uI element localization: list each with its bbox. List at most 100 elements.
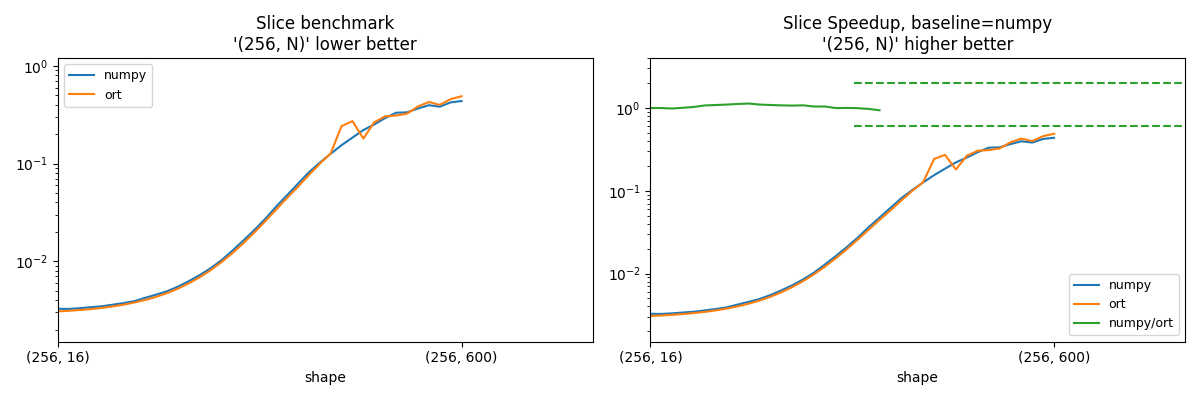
ort [192, 275, 206, 280]
numpy [346, 135, 360, 140]
numpy/ort [731, 102, 745, 106]
Legend: numpy, ort: numpy, ort [64, 64, 152, 107]
ort [149, 294, 163, 299]
numpy [796, 277, 810, 282]
ort [982, 148, 996, 152]
numpy [654, 312, 668, 316]
ort [926, 157, 941, 162]
numpy [982, 145, 996, 150]
numpy [862, 225, 876, 230]
numpy [742, 300, 756, 304]
numpy [697, 308, 712, 313]
Line: ort: ort [650, 134, 1054, 316]
ort [840, 247, 854, 252]
numpy [960, 155, 974, 160]
ort [215, 260, 229, 264]
numpy [335, 143, 349, 148]
numpy [731, 302, 745, 307]
numpy [872, 215, 887, 220]
ort [960, 153, 974, 158]
ort [378, 114, 392, 119]
numpy [752, 296, 767, 301]
ort [829, 256, 844, 261]
numpy [410, 106, 425, 111]
numpy [992, 145, 1007, 150]
numpy [643, 311, 658, 316]
ort [774, 290, 788, 295]
ort [116, 302, 131, 307]
ort [654, 313, 668, 318]
numpy [301, 170, 316, 175]
numpy [916, 180, 930, 185]
ort [106, 304, 120, 309]
ort [400, 111, 414, 116]
ort [949, 167, 964, 172]
ort [697, 310, 712, 314]
ort [851, 237, 865, 242]
numpy/ort [796, 103, 810, 108]
numpy/ort [752, 102, 767, 107]
numpy [378, 116, 392, 120]
numpy/ort [817, 104, 832, 109]
numpy [905, 188, 919, 192]
Legend: numpy, ort, numpy/ort: numpy, ort, numpy/ort [1069, 274, 1178, 336]
numpy/ort [643, 106, 658, 110]
numpy [421, 103, 436, 108]
ort [742, 301, 756, 306]
numpy [226, 248, 240, 253]
ort [1014, 136, 1028, 141]
numpy/ort [872, 108, 887, 113]
ort [269, 207, 283, 212]
numpy [971, 150, 985, 154]
numpy [720, 305, 734, 310]
numpy/ort [686, 104, 701, 109]
ort [247, 230, 262, 235]
ort [806, 272, 821, 277]
X-axis label: shape: shape [305, 371, 346, 385]
ort [389, 113, 403, 118]
numpy/ort [851, 106, 865, 110]
numpy [949, 160, 964, 165]
numpy/ort [806, 104, 821, 109]
numpy/ort [829, 106, 844, 110]
numpy [247, 228, 262, 232]
numpy [937, 166, 952, 171]
ort [181, 281, 196, 286]
numpy [665, 311, 679, 316]
numpy/ort [785, 103, 799, 108]
Line: ort: ort [58, 96, 462, 312]
numpy/ort [840, 106, 854, 110]
ort [204, 268, 218, 272]
ort [709, 308, 724, 313]
ort [61, 308, 76, 313]
numpy [785, 283, 799, 288]
numpy [709, 306, 724, 311]
numpy [1014, 139, 1028, 144]
ort [170, 286, 185, 291]
numpy [215, 258, 229, 262]
Title: Slice benchmark
'(256, N)' lower better: Slice benchmark '(256, N)' lower better [233, 15, 418, 54]
numpy [400, 110, 414, 115]
ort [72, 308, 86, 312]
numpy [127, 299, 142, 304]
numpy [829, 254, 844, 258]
numpy [851, 235, 865, 240]
numpy/ort [720, 102, 734, 107]
numpy [138, 296, 152, 300]
ort [992, 146, 1007, 151]
ort [50, 309, 65, 314]
Line: numpy: numpy [58, 101, 462, 309]
ort [127, 300, 142, 305]
numpy/ort [709, 103, 724, 108]
numpy [269, 204, 283, 209]
ort [346, 119, 360, 124]
numpy [894, 196, 908, 200]
numpy [432, 104, 446, 109]
ort [937, 152, 952, 157]
numpy [170, 284, 185, 289]
ort [731, 304, 745, 309]
ort [796, 279, 810, 284]
ort [280, 196, 294, 200]
numpy [106, 302, 120, 307]
ort [665, 312, 679, 317]
